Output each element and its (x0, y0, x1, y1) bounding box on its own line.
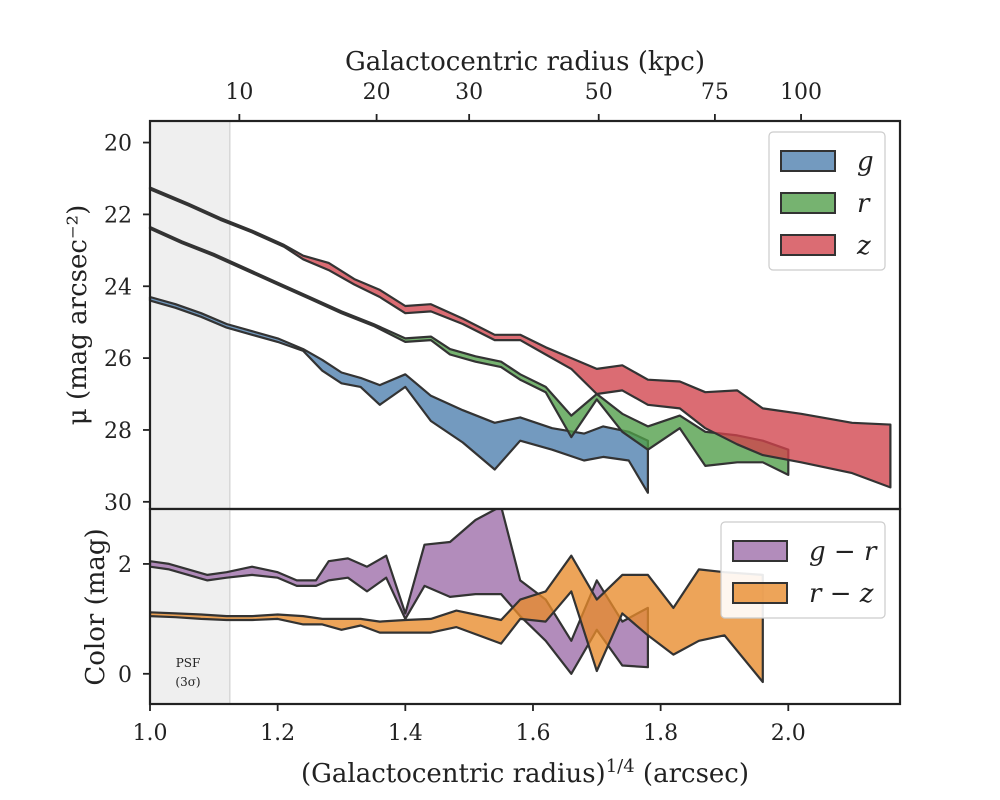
color-band-rz (150, 554, 764, 684)
top-tick-label: 10 (225, 80, 253, 105)
psf-label-sigma: (3σ) (175, 675, 200, 689)
legend-swatch-gr (732, 540, 788, 562)
y-tick-label: 22 (104, 203, 132, 228)
legend-label-rz: r − z (809, 579, 874, 609)
axis-labels: Galactocentric radius (kpc) (Galactocentr… (63, 47, 749, 789)
color-band-gr (150, 509, 650, 675)
y-tick-label: 24 (104, 275, 132, 300)
legend-swatch-rz (732, 582, 788, 604)
x-tick-label: 1.4 (388, 721, 423, 746)
top-tick-label: 50 (585, 80, 613, 105)
sb-band-r (148, 225, 790, 476)
top-tick-label: 20 (363, 80, 391, 105)
y-tick-label: 2 (118, 553, 132, 578)
y-tick-label: 20 (104, 132, 132, 157)
x-tick-label: 1.2 (260, 721, 295, 746)
psf-label: PSF (176, 656, 201, 670)
y-tick-label: 0 (118, 663, 132, 688)
x-tick-label: 1.8 (643, 721, 678, 746)
x-tick-label: 2.0 (771, 721, 806, 746)
y-tick-label: 26 (104, 347, 132, 372)
legend-swatch-g (780, 150, 836, 172)
psf-region-top (150, 121, 230, 509)
bottom-panel-frame (148, 507, 902, 706)
legend-swatch-r (780, 192, 836, 214)
top-tick-label: 30 (455, 80, 483, 105)
color-panel: 0 2 1.0 1.2 1.4 1.6 1.8 2.0 PSF (3σ) g − r r − z (118, 507, 902, 746)
x-tick-label: 1.0 (133, 721, 168, 746)
psf-region-bottom (150, 509, 230, 704)
y-axis-label-top: μ (mag arcsec⁻²) (63, 205, 93, 425)
y-tick-label: 30 (104, 491, 132, 516)
color-bands (150, 509, 764, 684)
top-x-axis-label: Galactocentric radius (kpc) (345, 47, 705, 77)
top-tick-label: 100 (780, 80, 822, 105)
sb-band-z (148, 186, 892, 489)
y-tick-label: 28 (104, 419, 132, 444)
legend-swatch-z (780, 234, 836, 256)
legend-label-z: z (856, 231, 871, 261)
sb-band-g (148, 295, 650, 494)
top-tick-label: 75 (701, 80, 729, 105)
legend-label-r: r (857, 189, 871, 219)
x-tick-label: 1.6 (515, 721, 550, 746)
legend-label-gr: g − r (809, 537, 878, 567)
surface-brightness-panel: 20 22 24 26 28 30 10 20 30 50 75 100 grz (104, 80, 902, 516)
y-axis-label-bottom: Color (mag) (81, 528, 111, 685)
legend-label-g: g (857, 147, 874, 177)
x-axis-label: (Galactocentric radius)1/4 (arcsec) (301, 756, 749, 789)
